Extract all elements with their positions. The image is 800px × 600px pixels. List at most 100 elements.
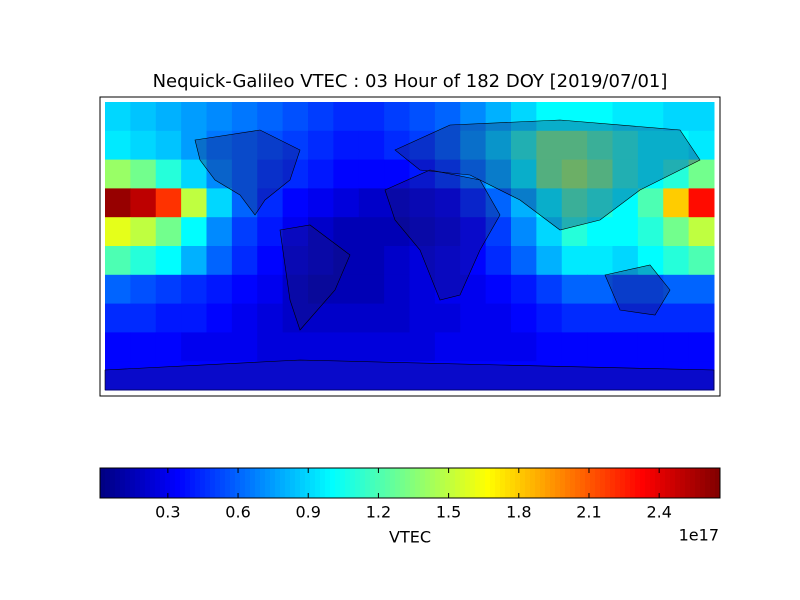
heatmap-cell [536, 188, 563, 218]
heatmap-cell [308, 130, 334, 161]
colorbar-swatch [110, 468, 116, 498]
colorbar-swatch [410, 468, 416, 498]
colorbar-swatch [575, 468, 581, 498]
colorbar-swatch [165, 468, 171, 498]
heatmap-cell [561, 217, 588, 247]
colorbar-tick-label: 1.5 [436, 503, 461, 522]
heatmap-cell [612, 217, 639, 247]
heatmap-cell [460, 102, 487, 132]
colorbar-swatch [185, 468, 191, 498]
colorbar-swatch [495, 468, 501, 498]
colorbar-swatch [710, 468, 716, 498]
heatmap-cell [130, 159, 157, 189]
heatmap-cell [384, 102, 410, 132]
heatmap-cell [181, 217, 207, 247]
heatmap-cell [257, 303, 284, 333]
heatmap-cell [282, 217, 309, 247]
colorbar-swatch [530, 468, 536, 498]
colorbar-swatch [455, 468, 461, 498]
heatmap-cell [155, 217, 182, 247]
heatmap-cell [663, 159, 690, 189]
colorbar-swatch [290, 468, 296, 498]
heatmap-cell [257, 188, 284, 218]
colorbar-swatch [400, 468, 406, 498]
colorbar-swatch [360, 468, 366, 498]
heatmap-cell [663, 332, 690, 362]
heatmap-cell [688, 102, 715, 132]
heatmap-cell [612, 274, 639, 305]
colorbar-swatch [155, 468, 161, 498]
heatmap-cell [409, 303, 436, 333]
colorbar-swatch [420, 468, 426, 498]
colorbar-swatch [345, 468, 351, 498]
heatmap-cell [181, 159, 207, 189]
heatmap-cell [257, 361, 284, 391]
heatmap-cell [485, 303, 512, 333]
colorbar-swatch [430, 468, 436, 498]
heatmap-cell [384, 188, 410, 218]
heatmap-cell [308, 332, 334, 362]
heatmap-cell [282, 188, 309, 218]
colorbar-swatch [355, 468, 361, 498]
colorbar-swatch [240, 468, 246, 498]
colorbar-swatch [395, 468, 401, 498]
colorbar-tick-label: 2.1 [576, 503, 601, 522]
heatmap-cell [155, 246, 182, 276]
heatmap-cell [308, 303, 334, 333]
heatmap-cell [663, 274, 690, 305]
heatmap-cell [333, 361, 360, 391]
heatmap-cell [130, 246, 157, 276]
colorbar-swatch [600, 468, 606, 498]
heatmap-cell [587, 332, 613, 362]
colorbar-swatch [295, 468, 301, 498]
heatmap-cell [637, 361, 664, 391]
colorbar-tick-label: 1.8 [506, 503, 531, 522]
colorbar-label: VTEC [389, 528, 431, 547]
heatmap-cell [434, 188, 461, 218]
heatmap-cell [587, 361, 613, 391]
colorbar-swatch [640, 468, 646, 498]
heatmap-cell [688, 188, 715, 218]
colorbar-swatch [220, 468, 226, 498]
heatmap-cell [485, 102, 512, 132]
colorbar-swatch [520, 468, 526, 498]
heatmap-cell [612, 130, 639, 161]
colorbar-swatch [545, 468, 551, 498]
heatmap-cell [409, 361, 436, 391]
colorbar-swatch [340, 468, 346, 498]
heatmap-cell [409, 246, 436, 276]
heatmap-cell [612, 361, 639, 391]
colorbar-swatch [535, 468, 541, 498]
colorbar-swatch [245, 468, 251, 498]
colorbar-swatch [445, 468, 451, 498]
heatmap-cell [511, 130, 537, 161]
heatmap-cell [206, 303, 233, 333]
heatmap-cell [561, 361, 588, 391]
heatmap-cell [257, 102, 284, 132]
heatmap-cell [105, 130, 131, 161]
heatmap-cell [663, 217, 690, 247]
colorbar-swatch [270, 468, 276, 498]
colorbar-swatch [190, 468, 196, 498]
colorbar-swatch [465, 468, 471, 498]
heatmap-cell [155, 130, 182, 161]
heatmap-cell [308, 159, 334, 189]
colorbar-swatch [460, 468, 466, 498]
colorbar-swatch [105, 468, 111, 498]
colorbar-swatch [350, 468, 356, 498]
colorbar-swatch [695, 468, 701, 498]
heatmap-cell [434, 361, 461, 391]
heatmap-cell [485, 246, 512, 276]
colorbar-swatch [680, 468, 686, 498]
heatmap-cell [333, 303, 360, 333]
heatmap-cell [358, 303, 385, 333]
colorbar-swatch [620, 468, 626, 498]
heatmap-cell [460, 130, 487, 161]
heatmap-cell [434, 332, 461, 362]
colorbar-swatch [425, 468, 431, 498]
heatmap-cell [181, 274, 207, 305]
colorbar-swatch [415, 468, 421, 498]
heatmap-cell [637, 217, 664, 247]
heatmap-cell [358, 246, 385, 276]
heatmap-cell [130, 188, 157, 218]
